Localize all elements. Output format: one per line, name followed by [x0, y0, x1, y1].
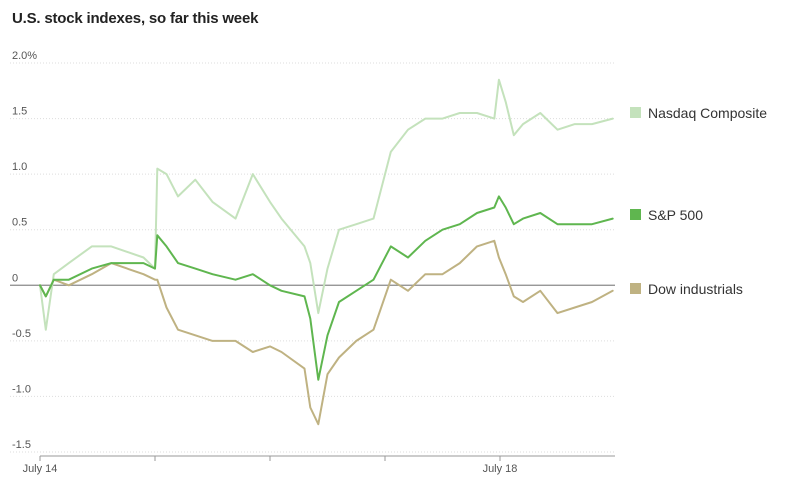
- series-line-nasdaq-composite: [39, 78, 614, 331]
- y-tick-label: 1.5: [12, 106, 27, 118]
- chart-title: U.S. stock indexes, so far this week: [12, 10, 259, 27]
- y-tick-label: -0.5: [12, 328, 31, 340]
- y-tick-label: 0.5: [12, 217, 27, 229]
- gridlines: [10, 62, 615, 453]
- y-tick-label: 1.0: [12, 161, 27, 173]
- x-tick-label: July 18: [483, 463, 518, 475]
- y-tick-label: 2.0%: [12, 50, 37, 62]
- legend-swatch: [630, 209, 641, 220]
- legend-label: Nasdaq Composite: [648, 105, 767, 121]
- y-tick-label: -1.5: [12, 439, 31, 451]
- series-line-s-p-500: [39, 195, 614, 381]
- series-lines: [39, 78, 614, 426]
- x-axis: July 14 July 18: [23, 455, 615, 475]
- y-axis-tick-labels: 2.0% 1.5 1.0 0.5 0 -0.5 -1.0 -1.5: [12, 50, 37, 451]
- legend-label: Dow industrials: [648, 281, 743, 297]
- y-tick-label: -1.0: [12, 383, 31, 395]
- y-tick-label: 0: [12, 272, 18, 284]
- legend-label: S&P 500: [648, 207, 703, 223]
- x-tick-label: July 14: [23, 463, 58, 475]
- legend-swatch: [630, 107, 641, 118]
- series-line-dow-industrials: [39, 239, 614, 426]
- legend: Nasdaq Composite S&P 500 Dow industrials: [630, 105, 767, 297]
- legend-swatch: [630, 283, 641, 294]
